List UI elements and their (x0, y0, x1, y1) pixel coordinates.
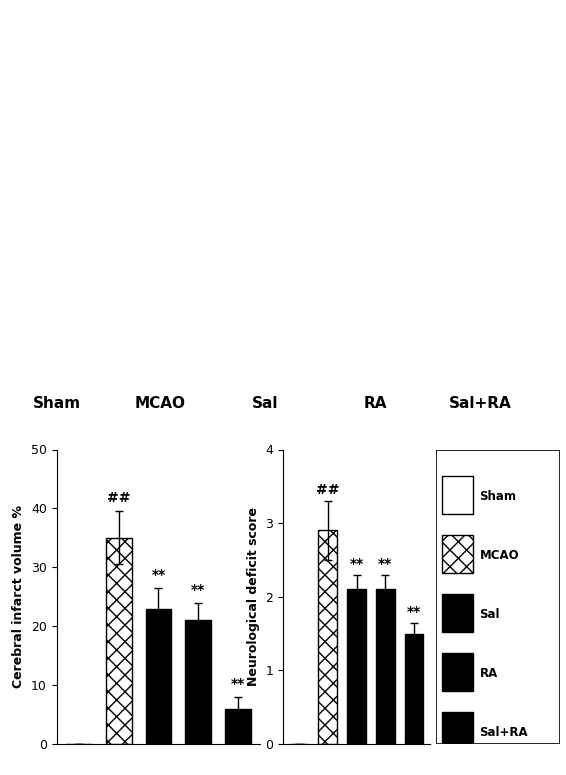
Polygon shape (252, 64, 274, 78)
Polygon shape (128, 102, 188, 151)
Bar (319, 530, 337, 744)
Bar (106, 538, 131, 744)
Polygon shape (460, 227, 496, 250)
Polygon shape (31, 180, 46, 191)
Bar (376, 589, 395, 744)
Bar (225, 708, 251, 744)
Bar (442, 476, 473, 515)
Text: **: ** (349, 557, 364, 571)
Polygon shape (128, 215, 188, 266)
Text: **: ** (151, 568, 166, 582)
Polygon shape (45, 70, 57, 81)
Bar (442, 653, 473, 691)
Text: Sal: Sal (479, 608, 500, 621)
Polygon shape (44, 293, 54, 301)
Polygon shape (245, 227, 280, 253)
Polygon shape (340, 156, 408, 213)
Polygon shape (40, 237, 52, 246)
Bar (442, 594, 473, 632)
Polygon shape (347, 219, 399, 259)
Polygon shape (458, 169, 499, 197)
Bar (405, 634, 423, 744)
Polygon shape (122, 153, 195, 215)
Polygon shape (132, 274, 183, 316)
Bar (145, 608, 171, 744)
Bar (186, 620, 211, 744)
Polygon shape (138, 336, 177, 365)
Text: **: ** (191, 583, 205, 597)
Polygon shape (139, 57, 177, 77)
Text: Sal+RA: Sal+RA (449, 396, 511, 412)
Text: Sal: Sal (252, 396, 278, 412)
Text: Sham: Sham (33, 396, 81, 412)
Y-axis label: Cerebral infarct volume %: Cerebral infarct volume % (12, 505, 25, 688)
Bar (442, 711, 473, 750)
Polygon shape (245, 115, 280, 138)
Text: RA: RA (363, 396, 387, 412)
Text: Sham: Sham (479, 490, 516, 503)
Bar (442, 535, 473, 574)
Polygon shape (365, 347, 381, 357)
Polygon shape (247, 173, 278, 192)
Text: Sal+RA: Sal+RA (479, 725, 528, 739)
Y-axis label: Neurological deficit score: Neurological deficit score (247, 508, 260, 686)
Text: MCAO: MCAO (135, 396, 186, 412)
Text: **: ** (378, 557, 392, 571)
Text: ##: ## (107, 491, 130, 505)
Text: ##: ## (316, 484, 340, 498)
FancyBboxPatch shape (436, 449, 560, 744)
Polygon shape (343, 102, 404, 151)
Text: **: ** (407, 604, 421, 618)
Polygon shape (357, 284, 389, 305)
Text: **: ** (231, 677, 245, 691)
Polygon shape (31, 125, 52, 138)
Bar (347, 589, 366, 744)
Polygon shape (462, 117, 495, 134)
Text: RA: RA (479, 666, 498, 680)
Polygon shape (353, 53, 396, 76)
Text: MCAO: MCAO (479, 549, 519, 562)
